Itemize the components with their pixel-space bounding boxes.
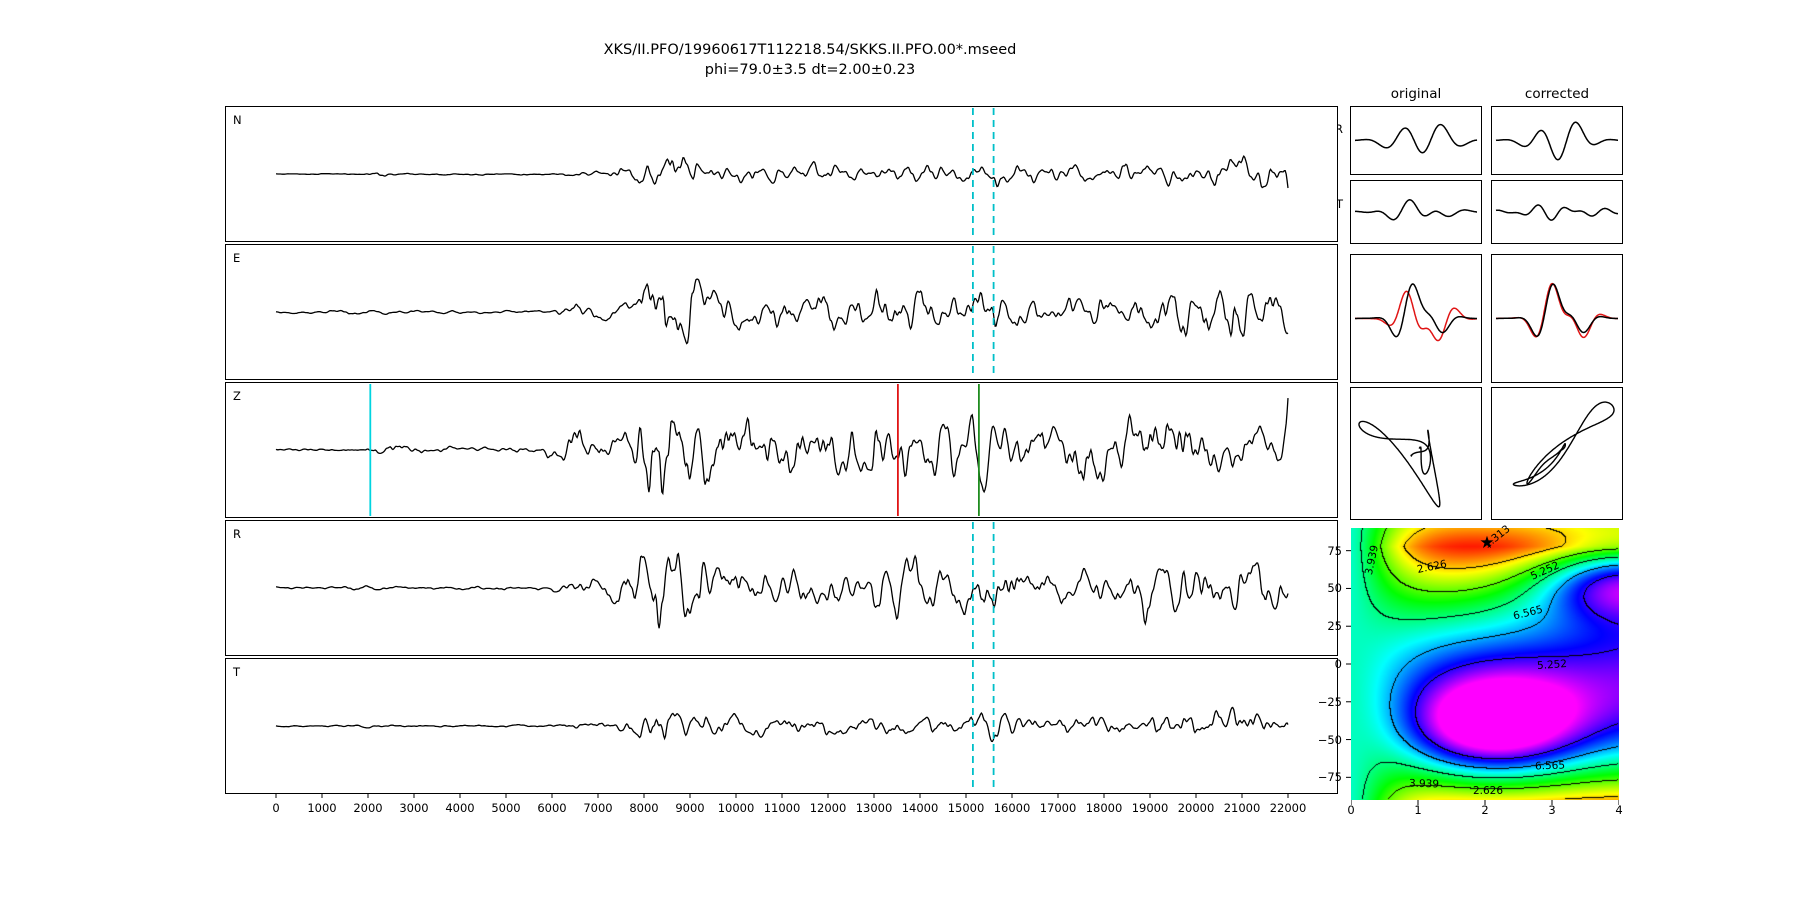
small-T-original [1350,180,1482,244]
surface-y-tick-label: −25 [1317,694,1342,709]
small-T-corrected [1491,180,1623,244]
seismogram-trace-Z [275,398,1289,496]
surface-y-tick-label: 75 [1327,543,1342,558]
small-R-corrected [1491,106,1623,175]
small-T-corrected-trace [1495,204,1618,221]
contour-label: 3.939 [1408,777,1440,791]
particle-motion-original-trace [1358,420,1441,508]
x-tick-label: 22000 [1269,801,1307,815]
surface-x-tick-label: 2 [1481,803,1489,817]
x-tick-label: 7000 [583,801,613,815]
waveform-panel-T: T [225,658,1338,794]
x-tick-label: 5000 [491,801,521,815]
panel-label-T: T [232,665,241,679]
x-tick-label: 8000 [629,801,659,815]
surface-x-tick-label: 1 [1414,803,1422,817]
waveform-panel-R: R [225,520,1338,656]
panel-label-Z: Z [233,389,241,403]
x-tick-label: 20000 [1177,801,1215,815]
x-tick-label: 15000 [947,801,985,815]
x-tick-label: 19000 [1131,801,1169,815]
row-label-T: T [1336,197,1344,211]
surface-y-tick-label: −75 [1317,770,1342,785]
surface-y-tick-label: −50 [1317,732,1342,747]
seismogram-trace-R [276,552,1289,629]
x-tick-label: 9000 [675,801,705,815]
x-tick-label: 3000 [399,801,429,815]
best-fit-star-marker: ★ [1479,533,1495,554]
fast-slow-compare-corrected [1491,254,1623,383]
x-tick-label: 0 [272,801,280,815]
x-tick-label: 11000 [763,801,801,815]
surface-x-tick-label: 0 [1347,803,1355,817]
x-tick-label: 14000 [901,801,939,815]
x-tick-label: 17000 [1039,801,1077,815]
surface-x-ticks [1351,800,1619,805]
seismogram-trace-T [275,706,1289,743]
figure-subtitle: phi=79.0±3.5 dt=2.00±0.23 [704,62,916,78]
figure-title: XKS/II.PFO/19960617T112218.54/SKKS.II.PF… [603,42,1017,58]
particle-motion-corrected [1491,387,1623,520]
contour-label: 2.626 [1472,785,1504,797]
surface-y-tick-label: 0 [1334,657,1342,671]
x-tick-label: 21000 [1223,801,1261,815]
seismogram-trace-E [275,278,1289,345]
waveform-panel-E: E [225,244,1338,380]
surface-x-tick-label: 4 [1615,803,1623,817]
contour-label: 5.252 [1536,657,1568,673]
x-tick-label: 6000 [537,801,567,815]
x-tick-label: 4000 [445,801,475,815]
surface-y-tick-label: 25 [1327,619,1342,634]
small-R-original-trace [1355,123,1478,154]
small-R-corrected-trace [1495,121,1618,161]
surface-y-ticks [1346,550,1351,778]
panel-label-R: R [233,527,241,541]
x-tick-label: 18000 [1085,801,1123,815]
particle-motion-original [1350,387,1482,520]
x-axis-ticks [275,793,1289,798]
panel-label-N: N [233,113,242,127]
waveform-panel-N: N [225,106,1338,242]
error-surface-heatmap [1351,528,1619,800]
row-label-R: R [1335,122,1343,136]
particle-motion-corrected-trace [1512,401,1615,487]
x-tick-label: 2000 [353,801,383,815]
surface-x-tick-label: 3 [1548,803,1556,817]
x-tick-label: 12000 [809,801,847,815]
surface-y-tick-label: 50 [1327,581,1342,596]
column-header-original: original [1390,86,1442,102]
fast-slow-compare-original [1350,254,1482,383]
fast-slow-compare-original-trace [1355,283,1477,338]
contour-label: 6.565 [1534,759,1566,773]
fast-slow-compare-original-trace [1355,290,1477,342]
x-tick-label: 1000 [307,801,337,815]
x-tick-label: 16000 [993,801,1031,815]
panel-label-E: E [233,251,240,265]
waveform-panel-Z: Z [225,382,1338,518]
fast-slow-compare-corrected-trace [1496,283,1618,337]
small-R-original [1350,106,1482,175]
x-tick-label: 10000 [717,801,755,815]
small-T-original-trace [1355,199,1477,221]
seismogram-trace-N [276,155,1289,189]
x-tick-label: 13000 [855,801,893,815]
column-header-corrected: corrected [1524,86,1590,102]
